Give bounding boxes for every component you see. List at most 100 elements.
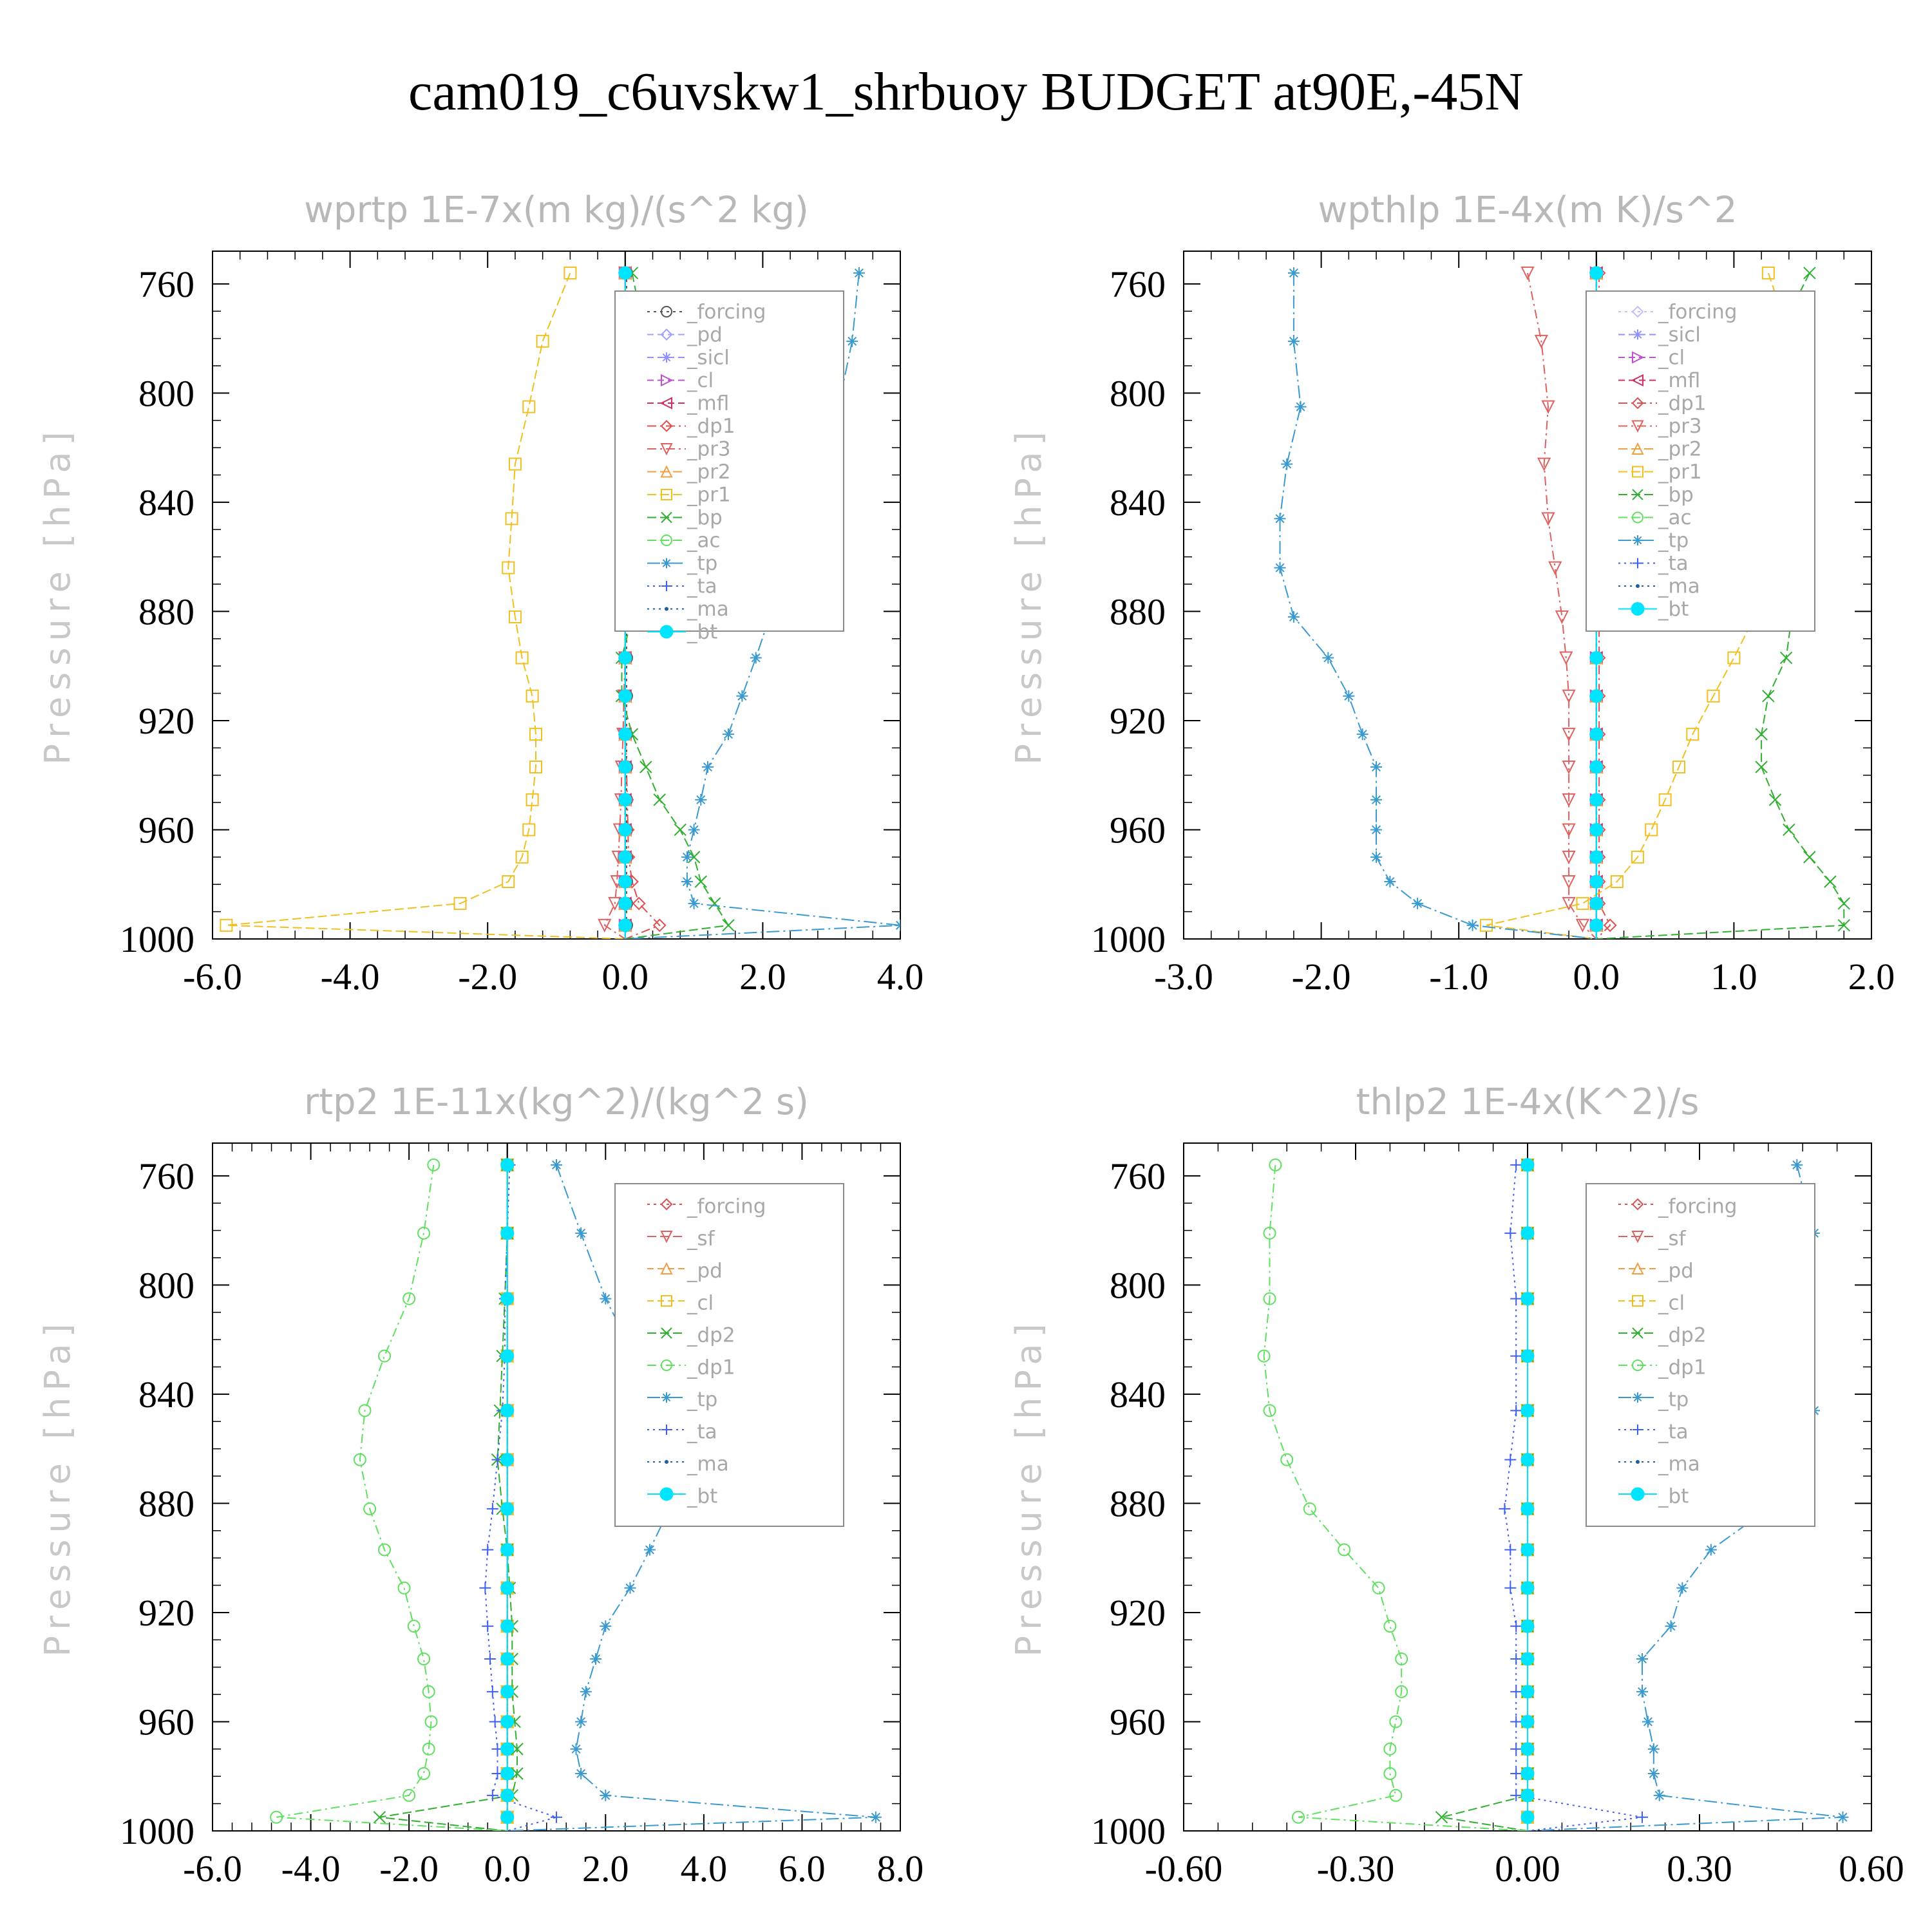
series-ta bbox=[1499, 1159, 1648, 1831]
data-point bbox=[1520, 1766, 1535, 1781]
legend-marker bbox=[1631, 420, 1644, 433]
data-point bbox=[1768, 793, 1782, 806]
data-point bbox=[643, 1544, 656, 1556]
data-point bbox=[422, 1742, 435, 1756]
data-point bbox=[1562, 896, 1576, 911]
data-point bbox=[1631, 850, 1644, 864]
legend-label: _pr2 bbox=[687, 460, 731, 484]
legend-label: _ta bbox=[687, 575, 717, 598]
data-point bbox=[417, 1767, 431, 1780]
x-tick-label: 2.0 bbox=[582, 1848, 629, 1889]
data-point bbox=[1287, 335, 1300, 347]
data-point bbox=[1412, 897, 1424, 909]
data-point bbox=[500, 1502, 515, 1516]
series-line bbox=[1279, 272, 1596, 939]
y-tick-label: 840 bbox=[138, 1374, 194, 1416]
series-pr1 bbox=[220, 266, 625, 939]
data-point bbox=[618, 650, 632, 665]
legend-label: _cl bbox=[1658, 346, 1685, 370]
x-tick-label: -2.0 bbox=[1292, 956, 1351, 998]
x-tick-label: -3.0 bbox=[1154, 956, 1213, 998]
data-point bbox=[1510, 1293, 1522, 1305]
data-point bbox=[1589, 650, 1604, 665]
legend-label: _pr3 bbox=[1658, 415, 1702, 438]
data-point bbox=[508, 457, 522, 471]
data-point bbox=[688, 824, 700, 836]
legend-marker bbox=[1631, 1198, 1644, 1211]
legend-marker bbox=[661, 535, 672, 546]
data-point bbox=[575, 1227, 587, 1239]
data-point bbox=[600, 1789, 612, 1801]
legend-label: _bp bbox=[687, 506, 723, 529]
data-point bbox=[1705, 1544, 1717, 1556]
data-point bbox=[869, 1811, 882, 1823]
data-point bbox=[1672, 761, 1685, 773]
data-point bbox=[1343, 690, 1355, 702]
data-point bbox=[1755, 761, 1768, 773]
legend-label: _dp1 bbox=[687, 1356, 735, 1379]
y-tick-label: 840 bbox=[1110, 482, 1166, 524]
panel-title: wpthlp 1E-4x(m K)/s^2 bbox=[1318, 189, 1737, 231]
data-point bbox=[500, 1542, 515, 1557]
data-point bbox=[618, 850, 632, 864]
data-point bbox=[750, 652, 762, 664]
data-point bbox=[708, 897, 721, 910]
legend-label: _ma bbox=[1658, 1452, 1700, 1475]
data-point bbox=[564, 266, 577, 279]
data-point bbox=[580, 1685, 592, 1698]
legend-marker bbox=[661, 1359, 672, 1371]
legend-label: _ma bbox=[1658, 575, 1700, 598]
data-point bbox=[1589, 896, 1604, 911]
data-point bbox=[1435, 1811, 1448, 1824]
data-point bbox=[500, 1714, 515, 1728]
x-tick-label: 6.0 bbox=[779, 1848, 826, 1889]
legend-label: _tp bbox=[1658, 1388, 1689, 1411]
data-point bbox=[1589, 793, 1604, 807]
data-point bbox=[1287, 267, 1300, 279]
y-tick-label: 920 bbox=[138, 700, 194, 742]
data-point bbox=[1755, 728, 1768, 741]
legend-marker bbox=[1632, 1295, 1643, 1307]
x-tick-label: -0.60 bbox=[1145, 1848, 1223, 1889]
data-point bbox=[551, 1811, 562, 1823]
data-point bbox=[1263, 1404, 1276, 1417]
data-point bbox=[695, 793, 707, 806]
data-point bbox=[500, 1581, 515, 1595]
data-point bbox=[529, 761, 542, 773]
legend-marker bbox=[1631, 1262, 1644, 1274]
legend-label: _forcing bbox=[1658, 1195, 1737, 1218]
data-point bbox=[486, 1789, 498, 1801]
data-point bbox=[402, 1788, 416, 1802]
data-point bbox=[575, 1716, 587, 1728]
data-point bbox=[1510, 1405, 1522, 1417]
x-tick-label: 0.00 bbox=[1495, 1848, 1560, 1889]
data-point bbox=[1653, 1789, 1665, 1801]
legend-label: _pd bbox=[1658, 1259, 1694, 1282]
data-point bbox=[1520, 1810, 1535, 1824]
y-tick-label: 880 bbox=[1110, 1482, 1166, 1524]
data-point bbox=[632, 896, 646, 911]
legend-marker bbox=[1631, 374, 1643, 387]
plot-frame bbox=[212, 251, 901, 940]
legend-marker bbox=[1636, 584, 1640, 588]
x-tick-label: 2.0 bbox=[739, 956, 786, 998]
data-point bbox=[1589, 727, 1604, 741]
data-point bbox=[1647, 1743, 1660, 1755]
data-point bbox=[1356, 728, 1368, 741]
data-point bbox=[511, 1743, 524, 1756]
data-point bbox=[500, 1226, 515, 1240]
data-point bbox=[1466, 919, 1479, 931]
chart-panel-4: thlp2 1E-4x(K^2)/s Pressure [hPa] 760 800 84… bbox=[1009, 1081, 1904, 1889]
series-line bbox=[276, 1164, 507, 1831]
data-point bbox=[1520, 1158, 1535, 1172]
data-point bbox=[508, 610, 522, 623]
data-point bbox=[600, 1293, 612, 1305]
data-point bbox=[500, 1766, 515, 1781]
data-point bbox=[482, 1620, 494, 1633]
legend-label: _pd bbox=[687, 1259, 723, 1282]
legend-marker bbox=[660, 1231, 673, 1244]
data-point bbox=[1280, 1453, 1294, 1466]
legend-marker bbox=[660, 420, 673, 432]
data-point bbox=[618, 793, 632, 807]
data-point bbox=[1665, 1620, 1677, 1633]
